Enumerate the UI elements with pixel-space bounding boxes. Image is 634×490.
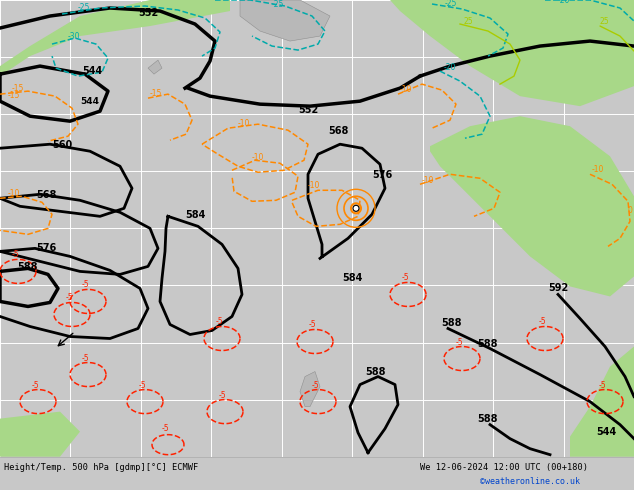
Text: 25: 25: [464, 17, 474, 26]
Text: 588: 588: [478, 339, 498, 348]
Text: 544: 544: [81, 97, 100, 106]
Text: 588: 588: [442, 318, 462, 328]
Text: 560: 560: [52, 140, 72, 150]
Text: -5: -5: [219, 391, 226, 399]
Text: -25: -25: [445, 0, 457, 8]
Polygon shape: [0, 412, 80, 457]
Text: -15: -15: [12, 84, 24, 93]
Text: -5: -5: [82, 354, 89, 363]
Text: 576: 576: [372, 170, 392, 180]
Text: -5: -5: [216, 318, 224, 326]
Text: 584: 584: [342, 273, 362, 283]
Text: -5: -5: [312, 381, 320, 390]
Text: -10: -10: [422, 176, 434, 185]
Text: -5: -5: [599, 381, 607, 390]
Text: -5: -5: [12, 250, 20, 259]
Text: -5: -5: [309, 320, 316, 329]
Text: 588: 588: [18, 263, 38, 272]
Text: We 12-06-2024 12:00 UTC (00+180): We 12-06-2024 12:00 UTC (00+180): [420, 463, 588, 472]
Text: Height/Temp. 500 hPa [gdmp][°C] ECMWF: Height/Temp. 500 hPa [gdmp][°C] ECMWF: [4, 463, 198, 472]
Polygon shape: [240, 0, 330, 41]
Polygon shape: [148, 60, 162, 74]
Text: 592: 592: [548, 283, 568, 294]
Polygon shape: [0, 0, 230, 76]
Text: -5: -5: [456, 338, 463, 346]
Text: -20: -20: [558, 0, 571, 5]
Polygon shape: [570, 346, 634, 457]
Text: -5: -5: [32, 381, 39, 390]
Text: 568: 568: [36, 190, 56, 200]
Text: -5: -5: [139, 381, 146, 390]
Text: 588: 588: [478, 414, 498, 424]
Text: -10: -10: [8, 189, 20, 198]
Text: 0: 0: [627, 206, 632, 215]
Text: -10: -10: [252, 153, 264, 162]
Polygon shape: [300, 371, 320, 407]
Polygon shape: [390, 0, 634, 106]
Text: 584: 584: [185, 210, 205, 221]
Text: -10: -10: [400, 85, 412, 94]
Polygon shape: [430, 116, 634, 296]
Text: -5: -5: [162, 424, 170, 433]
Text: -30: -30: [68, 32, 81, 41]
Text: 544: 544: [596, 427, 616, 437]
Circle shape: [353, 205, 359, 211]
Text: -10: -10: [592, 165, 604, 174]
Text: -15: -15: [150, 89, 162, 98]
Text: -5: -5: [82, 280, 89, 290]
Text: -10: -10: [308, 181, 320, 190]
Text: -5: -5: [539, 318, 547, 326]
Text: 544: 544: [82, 66, 102, 76]
Text: 576: 576: [36, 244, 56, 253]
Text: 568: 568: [328, 126, 348, 136]
Text: -10: -10: [238, 119, 250, 128]
Text: 588: 588: [365, 367, 385, 376]
Text: -25: -25: [78, 3, 91, 12]
Text: 552: 552: [298, 105, 318, 115]
Text: 552: 552: [138, 8, 158, 18]
Text: -5: -5: [66, 294, 74, 302]
Text: -20: -20: [444, 63, 456, 72]
Text: 25: 25: [600, 17, 610, 26]
Text: ©weatheronline.co.uk: ©weatheronline.co.uk: [480, 477, 580, 487]
Text: -5: -5: [402, 273, 410, 282]
Text: -25: -25: [272, 0, 285, 9]
Text: -15: -15: [8, 91, 20, 100]
